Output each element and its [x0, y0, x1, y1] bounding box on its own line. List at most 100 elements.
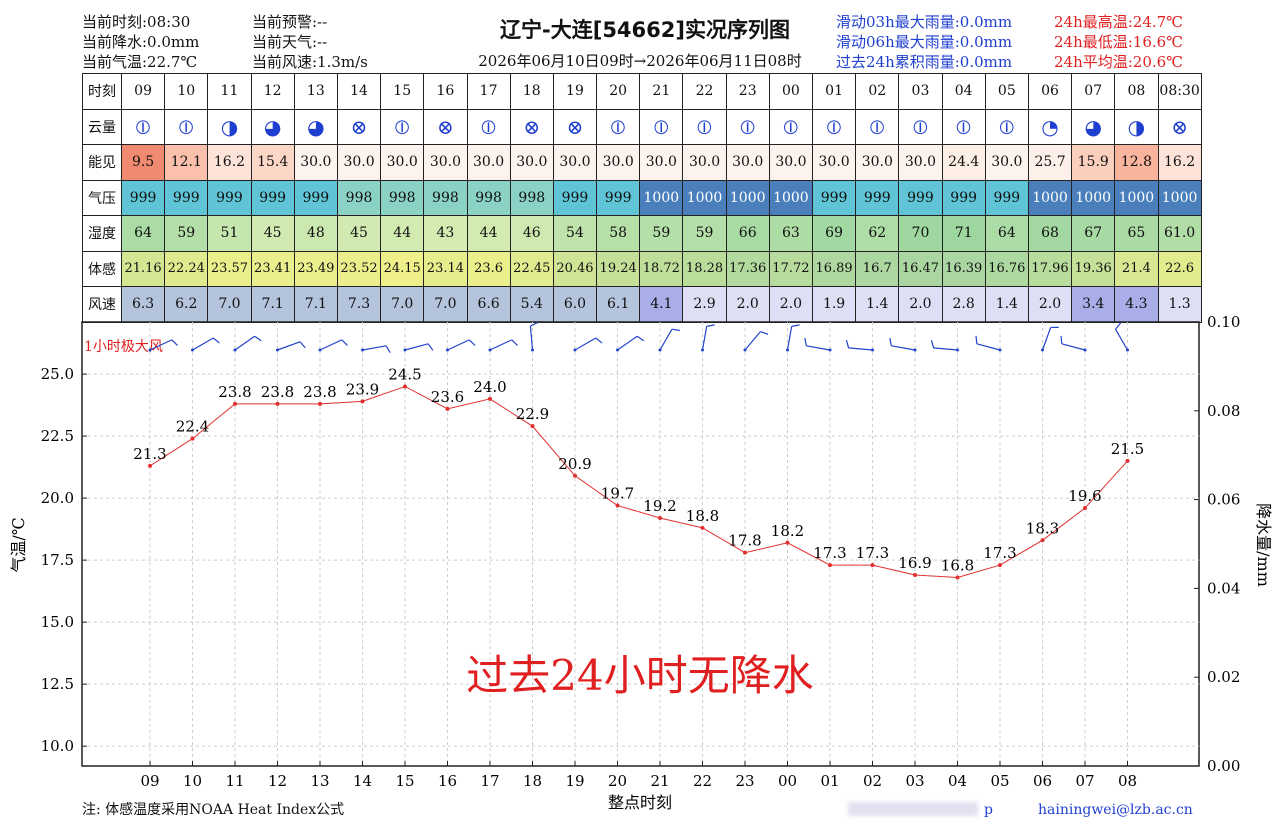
temperature-point: [998, 563, 1002, 568]
temperature-point: [700, 525, 705, 530]
y-tick-label: 15.0: [41, 613, 74, 631]
wind-barb-staff: [529, 326, 534, 351]
time-cell: 08:30: [1157, 73, 1202, 110]
cloud-cell: ⊗: [509, 108, 554, 145]
time-cell: 16: [423, 73, 468, 110]
temperature-label: 23.8: [303, 383, 336, 401]
wind-speed-cell: 4.3: [1114, 286, 1159, 323]
humidity-cell: 45: [250, 215, 295, 252]
cloud-cell: ⦶: [811, 108, 857, 145]
wind-barb: [446, 339, 476, 352]
temperature-point: [573, 473, 577, 478]
wind-barb: [930, 340, 959, 352]
wind-barb-staff: [489, 339, 513, 351]
wind-speed-cell: 7.0: [207, 286, 252, 323]
plot-frame: [81, 321, 1200, 767]
wind-speed-cell: 1.9: [811, 286, 857, 323]
wind-barb-staff: [976, 343, 1001, 351]
pressure-cell: 999: [250, 179, 295, 216]
wind-barb: [701, 324, 715, 352]
humidity-cell: 62: [855, 215, 900, 252]
y2-tick-label: 0.06: [1207, 491, 1240, 509]
pressure-cell: 1000: [1157, 179, 1202, 216]
humidity-cell: 66: [725, 215, 770, 252]
cloud-cell: ◕: [1071, 108, 1116, 145]
temp-stats: 24h最高温:24.7℃ 24h最低温:16.6℃ 24h平均温:20.6℃: [1054, 12, 1183, 72]
feels-cell: 21.4: [1114, 250, 1159, 287]
wind-barb-staff: [362, 345, 387, 351]
wind-barb-feather: [930, 340, 935, 349]
observation-table: 时刻 09 10 11 12 13 14 15 16 17 18 19 20 21 22 23 00 01 02 03…: [82, 73, 1202, 323]
time-cell: 22: [682, 73, 727, 110]
feels-cell: 16.89: [811, 250, 857, 287]
x-tick-label: 23: [735, 772, 754, 790]
wind-speed-cell: 6.6: [466, 286, 511, 323]
wind-barb-feather: [760, 331, 769, 335]
temperature-point: [1040, 538, 1045, 543]
pressure-cell: 998: [380, 179, 425, 216]
visibility-cell: 30.0: [466, 144, 511, 181]
x-tick-label: 05: [990, 772, 1009, 790]
humidity-cell: 45: [336, 215, 382, 252]
x-tick-label: 04: [948, 772, 967, 790]
wind-speed-cell: 7.1: [293, 286, 338, 323]
pressure-cell: 999: [855, 179, 900, 216]
wind-barb-feather: [254, 335, 262, 342]
visibility-cell: 25.7: [1027, 144, 1073, 181]
wind-barb-dot: [828, 348, 832, 352]
time-cell: 03: [898, 73, 943, 110]
wind-barb-dot: [318, 348, 322, 352]
feels-row: 体感 21.16 22.24 23.57 23.41 23.49 23.52 24.15 23.…: [82, 250, 1202, 287]
current-temp: 当前气温:22.7℃: [82, 53, 198, 71]
wind-barb: [804, 337, 832, 352]
wind-barb-dot: [191, 348, 194, 352]
wind-barb: [403, 343, 434, 352]
time-cell: 04: [941, 73, 986, 110]
time-cell: 23: [725, 73, 770, 110]
time-cell: 05: [984, 73, 1029, 110]
wind-barb-feather: [595, 337, 603, 344]
temperature-label: 22.9: [516, 405, 549, 423]
humidity-cell: 64: [120, 215, 166, 252]
x-tick-label: 14: [353, 772, 372, 790]
cloud-cell: ⦶: [984, 108, 1029, 145]
x-tick-label: 02: [863, 772, 882, 790]
temperature-point: [148, 463, 152, 468]
feels-cell: 22.45: [509, 250, 554, 287]
temperature-label: 19.6: [1068, 487, 1101, 505]
pressure-row: 气压 999 999 999 999 999 998 998 998 998 998 999 999 10…: [82, 179, 1202, 216]
visibility-cell: 30.0: [596, 144, 641, 181]
wind-barb: [1041, 326, 1059, 352]
visibility-cell: 15.9: [1071, 144, 1116, 181]
temperature-point: [360, 399, 365, 404]
time-cell: 01: [811, 73, 857, 110]
x-axis-label: 整点时刻: [608, 793, 672, 812]
humidity-cell: 54: [552, 215, 598, 252]
wind-barb: [1114, 322, 1129, 352]
visibility-cell: 30.0: [380, 144, 425, 181]
wind-barb-feather: [530, 322, 538, 327]
temperature-point: [913, 573, 917, 578]
humidity-cell: 65: [1114, 215, 1159, 252]
pressure-cell: 1000: [1114, 179, 1159, 216]
current-warning: 当前预警:--: [252, 13, 328, 31]
feels-cell: 17.96: [1027, 250, 1073, 287]
visibility-cell: 30.0: [552, 144, 598, 181]
x-tick-label: 07: [1075, 772, 1094, 790]
humidity-cell: 59: [639, 215, 684, 252]
humidity-cell: 58: [596, 215, 641, 252]
wind-barb-feather: [171, 339, 178, 346]
humidity-cell: 48: [293, 215, 338, 252]
pressure-cell: 1000: [682, 179, 727, 216]
temperature-label: 23.8: [218, 383, 251, 401]
wind-speed-cell: 1.4: [984, 286, 1029, 323]
wind-barb: [573, 337, 603, 352]
current-time: 当前时刻:08:30: [82, 13, 191, 31]
visibility-cell: 30.0: [855, 144, 900, 181]
y-tick-label: 10.0: [41, 737, 74, 755]
visibility-cell: 30.0: [898, 144, 943, 181]
wind-barb: [488, 339, 518, 352]
pressure-cell: 998: [466, 179, 511, 216]
feels-cell: 17.36: [725, 250, 770, 287]
x-tick-label: 00: [778, 772, 797, 790]
